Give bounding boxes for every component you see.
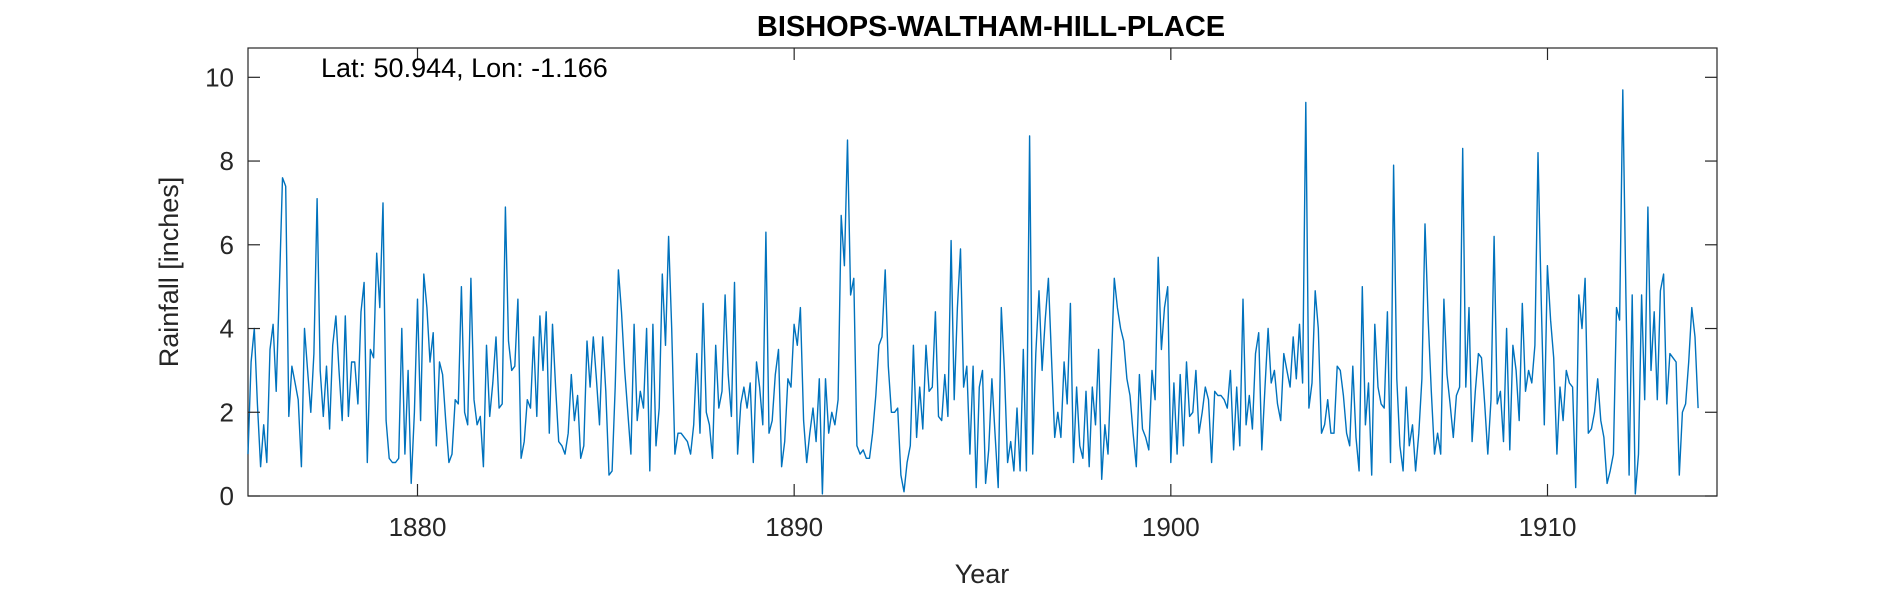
y-axis-label: Rainfall [inches] (154, 177, 184, 368)
y-tick-label: 8 (220, 146, 234, 176)
x-tick-label: 1890 (765, 512, 823, 542)
location-annotation: Lat: 50.944, Lon: -1.166 (321, 53, 608, 83)
x-tick-label: 1900 (1142, 512, 1200, 542)
y-tick-label: 10 (205, 62, 234, 92)
chart-title: BISHOPS-WALTHAM-HILL-PLACE (757, 11, 1225, 43)
axis-ticks: 1880 1890 1900 1910 0 2 4 6 8 10 (205, 48, 1717, 542)
rainfall-series-line (247, 89, 1699, 495)
axes-box (247, 47, 1718, 497)
x-tick-label: 1880 (389, 512, 447, 542)
y-tick-label: 6 (220, 230, 234, 260)
y-tick-label: 4 (220, 314, 234, 344)
x-tick-label: 1910 (1519, 512, 1577, 542)
plot-area: 1880 1890 1900 1910 0 2 4 6 8 10 (205, 47, 1718, 542)
x-axis-label: Year (955, 559, 1010, 589)
y-tick-label: 0 (220, 481, 234, 511)
y-tick-label: 2 (220, 397, 234, 427)
